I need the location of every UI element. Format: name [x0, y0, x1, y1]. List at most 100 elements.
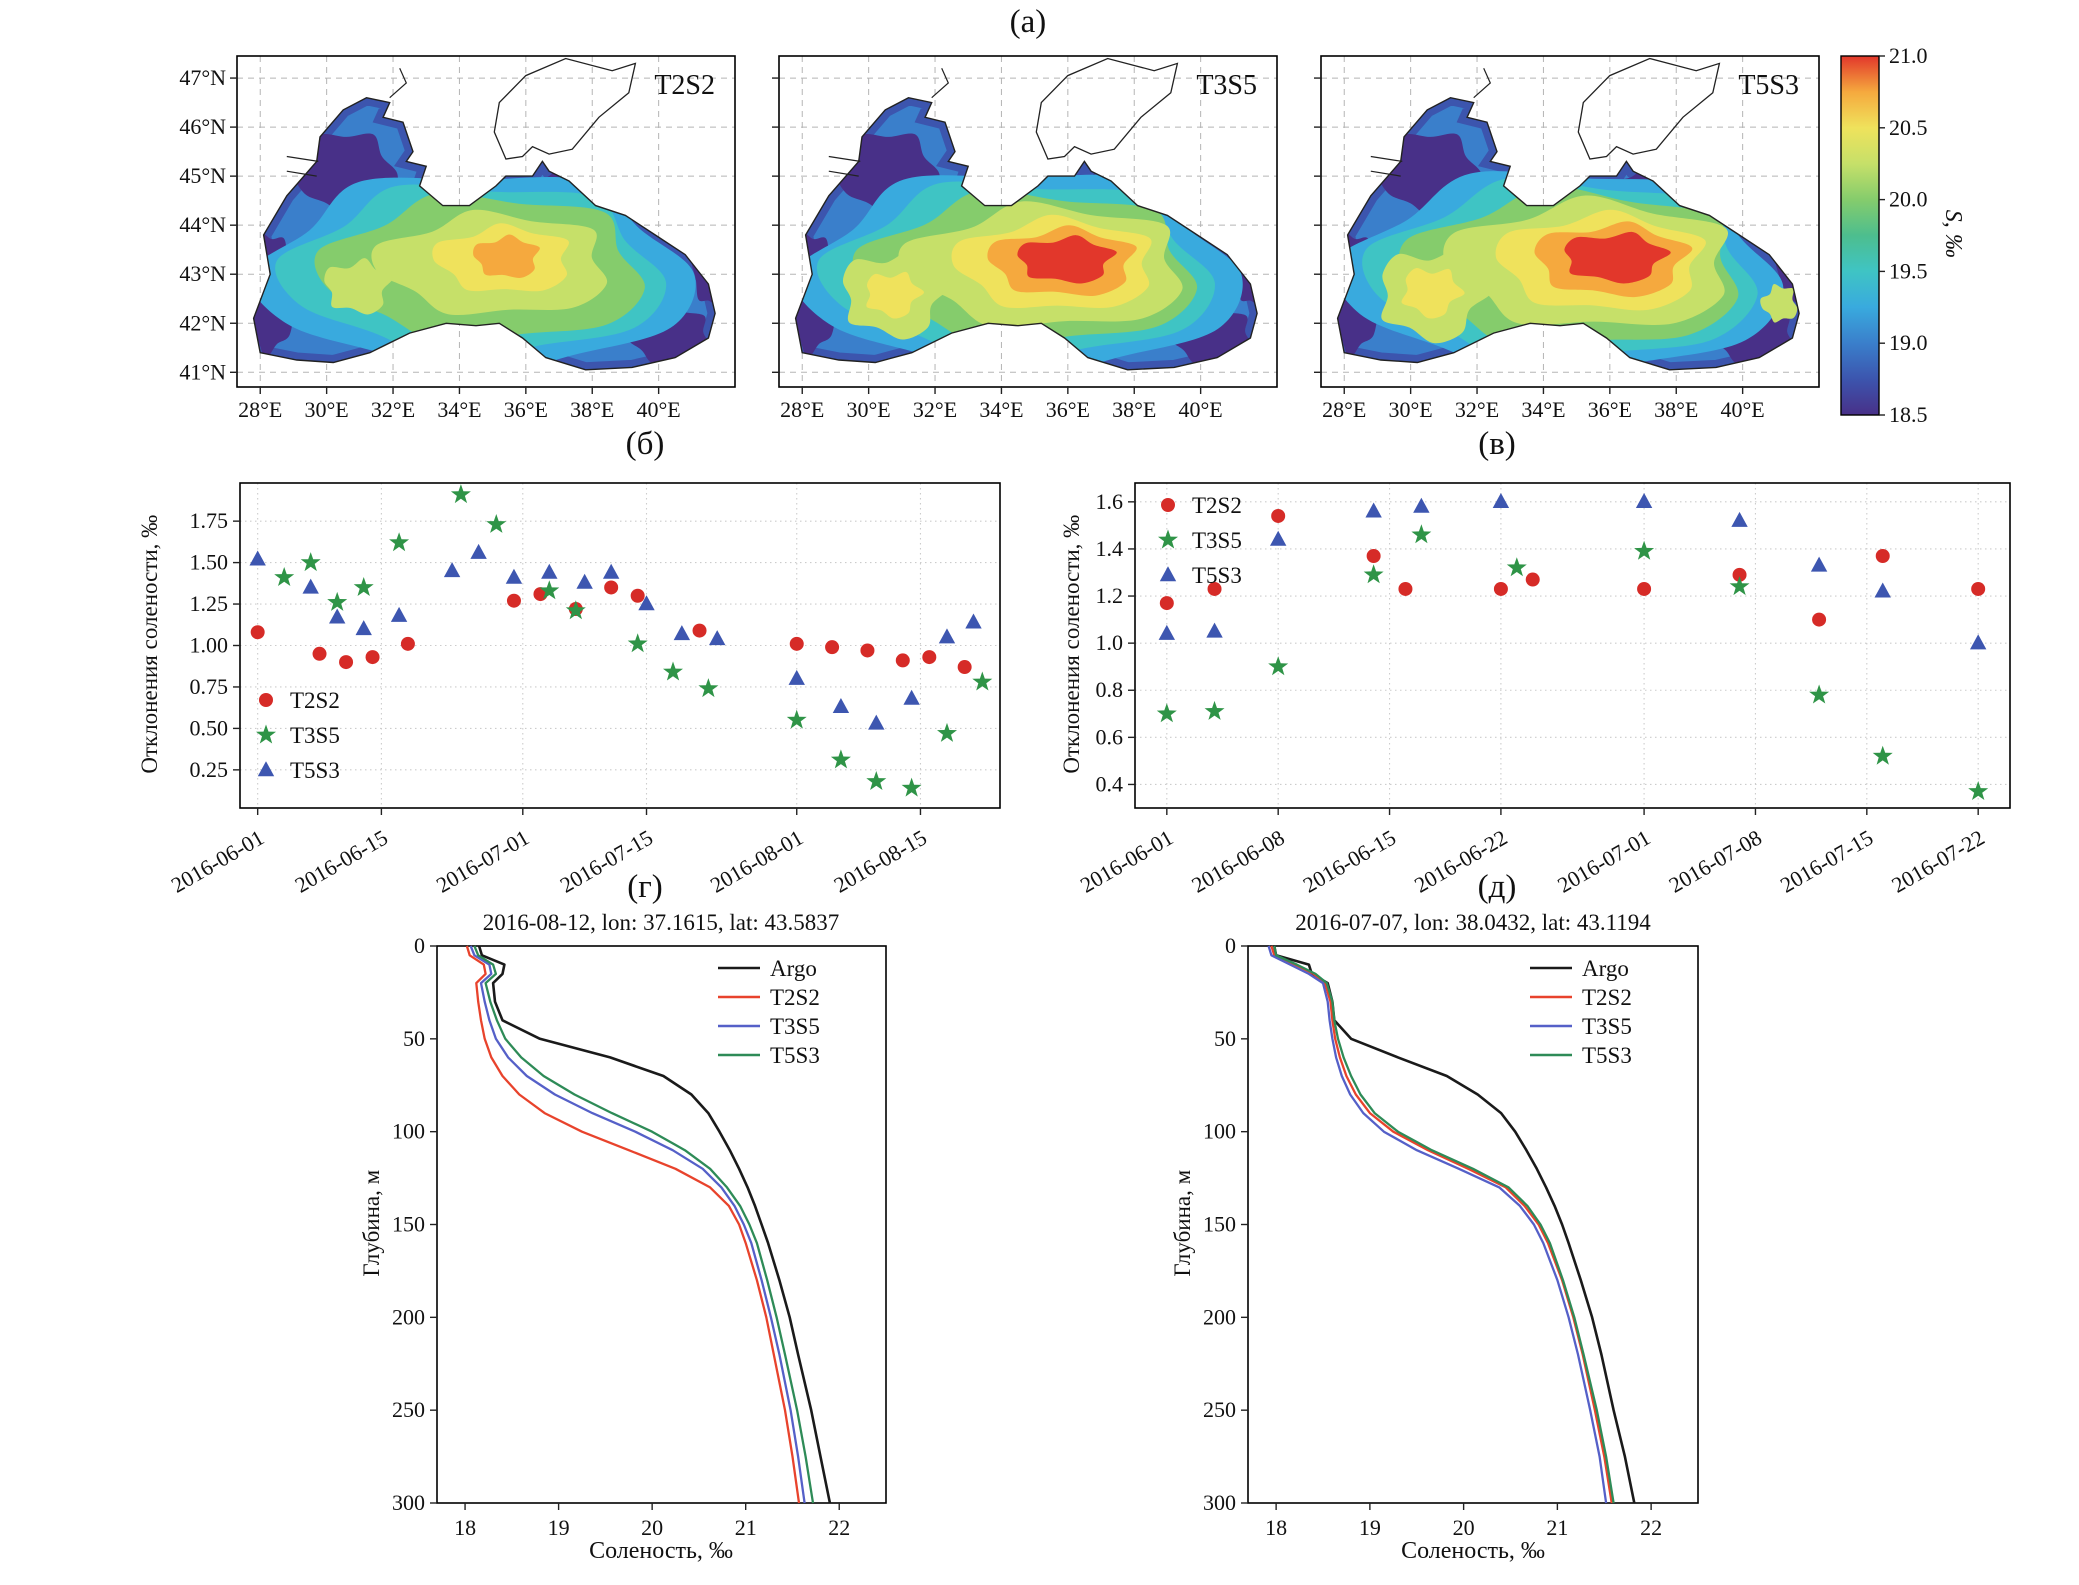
series-T3S5	[1156, 524, 1989, 800]
svg-text:2016-06-08: 2016-06-08	[1187, 825, 1288, 898]
svg-text:T2S2: T2S2	[1192, 493, 1242, 518]
panel-label-g: (г)	[627, 869, 663, 905]
svg-text:150: 150	[1203, 1212, 1236, 1237]
series-T2S2	[250, 580, 972, 675]
profile-d-xlabel: Соленость, ‰	[1401, 1538, 1545, 1564]
svg-text:30°E: 30°E	[847, 397, 891, 422]
svg-text:0: 0	[1225, 933, 1236, 958]
svg-text:2016-08-01: 2016-08-01	[706, 825, 807, 898]
svg-text:22: 22	[828, 1515, 850, 1540]
svg-text:0.50: 0.50	[190, 715, 229, 740]
map-title-t3s5: T3S5	[1196, 70, 1257, 101]
svg-text:30°E: 30°E	[1389, 397, 1433, 422]
svg-text:0.75: 0.75	[190, 674, 229, 699]
svg-text:21: 21	[735, 1515, 757, 1540]
svg-text:19.5: 19.5	[1889, 258, 1928, 283]
svg-text:50: 50	[1214, 1026, 1236, 1051]
svg-text:2016-06-01: 2016-06-01	[167, 825, 268, 898]
profile-d-title: 2016-07-07, lon: 38.0432, lat: 43.1194	[1295, 910, 1651, 935]
svg-text:T5S3: T5S3	[290, 758, 340, 783]
svg-text:0.25: 0.25	[190, 757, 229, 782]
svg-text:22: 22	[1640, 1515, 1662, 1540]
svg-text:32°E: 32°E	[913, 397, 957, 422]
svg-text:100: 100	[392, 1119, 425, 1144]
svg-text:2016-06-15: 2016-06-15	[1299, 825, 1400, 898]
panel-label-a: (а)	[1009, 4, 1047, 40]
svg-text:1.00: 1.00	[190, 633, 229, 658]
svg-text:300: 300	[1203, 1490, 1236, 1515]
svg-text:21: 21	[1546, 1515, 1568, 1540]
svg-text:19: 19	[548, 1515, 570, 1540]
svg-text:100: 100	[1203, 1119, 1236, 1144]
svg-text:19.0: 19.0	[1889, 330, 1928, 355]
svg-text:32°E: 32°E	[1455, 397, 1499, 422]
svg-text:T5S3: T5S3	[770, 1043, 820, 1068]
panel-label-v: (в)	[1478, 426, 1516, 462]
svg-text:T5S3: T5S3	[1192, 563, 1242, 588]
map-panel-T2S2: 28°E 30°E 32°E 34°E 36°E 38°E 40°E 47°N 46°N 45°N…	[179, 55, 736, 422]
svg-text:28°E: 28°E	[1322, 397, 1366, 422]
svg-text:2016-07-15: 2016-07-15	[1776, 825, 1877, 898]
svg-text:40°E: 40°E	[1179, 397, 1223, 422]
svg-text:250: 250	[392, 1397, 425, 1422]
svg-text:32°E: 32°E	[371, 397, 415, 422]
svg-text:38°E: 38°E	[1112, 397, 1156, 422]
svg-text:40°E: 40°E	[637, 397, 681, 422]
svg-text:18: 18	[1265, 1515, 1287, 1540]
svg-text:42°N: 42°N	[179, 310, 226, 335]
series-T3S5	[274, 484, 993, 797]
profile-g-xlabel: Соленость, ‰	[589, 1538, 733, 1564]
svg-text:50: 50	[403, 1026, 425, 1051]
svg-text:38°E: 38°E	[1654, 397, 1698, 422]
svg-text:21.0: 21.0	[1889, 43, 1928, 68]
svg-text:1.0: 1.0	[1096, 630, 1124, 655]
svg-text:250: 250	[1203, 1397, 1236, 1422]
profile-d: 18 19 20 21 22 0 50 100 150 200 250 300 Argo T2S2 T3S5…	[1203, 933, 1699, 1540]
svg-text:T2S2: T2S2	[1582, 985, 1632, 1010]
svg-text:1.4: 1.4	[1096, 536, 1124, 561]
map-panel-T5S3: 28°E 30°E 32°E 34°E 36°E 38°E 40°E	[1314, 55, 1820, 422]
svg-text:36°E: 36°E	[1588, 397, 1632, 422]
series-T2S2	[1159, 508, 1986, 627]
svg-text:0: 0	[414, 933, 425, 958]
svg-text:34°E: 34°E	[437, 397, 481, 422]
svg-text:0.8: 0.8	[1096, 677, 1124, 702]
profile-g: 18 19 20 21 22 0 50 100 150 200 250 300 Argo T2S2 T3S5…	[392, 933, 887, 1540]
colorbar: 21.0 20.5 20.0 19.5 19.0 18.5	[1840, 43, 1928, 427]
series-T5S3	[1158, 493, 1987, 650]
legend: Argo T2S2 T3S5 T5S3	[718, 956, 820, 1068]
panel-label-b: (б)	[625, 426, 665, 462]
svg-text:T5S3: T5S3	[1582, 1043, 1632, 1068]
legend: Argo T2S2 T3S5 T5S3	[1530, 956, 1632, 1068]
svg-text:34°E: 34°E	[979, 397, 1023, 422]
map-title-t5s3: T5S3	[1738, 70, 1799, 101]
svg-text:28°E: 28°E	[238, 397, 282, 422]
svg-text:19: 19	[1359, 1515, 1381, 1540]
svg-text:2016-08-15: 2016-08-15	[830, 825, 931, 898]
svg-text:45°N: 45°N	[179, 163, 226, 188]
svg-text:1.2: 1.2	[1096, 583, 1124, 608]
legend: T2S2 T3S5 T5S3	[256, 688, 340, 783]
map-title-t2s2: T2S2	[654, 70, 715, 101]
scatter-v: 2016-06-01 2016-06-08 2016-06-15 2016-06-22…	[1076, 482, 2011, 898]
svg-text:Argo: Argo	[1582, 956, 1629, 981]
map-panel-T3S5: 28°E 30°E 32°E 34°E 36°E 38°E 40°E	[772, 55, 1278, 422]
svg-text:20.0: 20.0	[1889, 187, 1928, 212]
profile-g-title: 2016-08-12, lon: 37.1615, lat: 43.5837	[482, 910, 840, 935]
svg-text:1.50: 1.50	[190, 550, 229, 575]
svg-text:2016-07-01: 2016-07-01	[432, 825, 533, 898]
svg-text:200: 200	[1203, 1304, 1236, 1329]
svg-text:20: 20	[641, 1515, 663, 1540]
svg-text:200: 200	[392, 1304, 425, 1329]
svg-text:44°N: 44°N	[179, 212, 226, 237]
svg-text:150: 150	[392, 1212, 425, 1237]
legend: T2S2 T3S5 T5S3	[1158, 493, 1242, 588]
svg-text:20: 20	[1453, 1515, 1475, 1540]
svg-text:2016-07-01: 2016-07-01	[1553, 825, 1654, 898]
svg-text:28°E: 28°E	[780, 397, 824, 422]
svg-text:2016-07-08: 2016-07-08	[1665, 825, 1766, 898]
svg-text:41°N: 41°N	[179, 359, 226, 384]
svg-text:30°E: 30°E	[305, 397, 349, 422]
svg-text:1.6: 1.6	[1096, 489, 1124, 514]
